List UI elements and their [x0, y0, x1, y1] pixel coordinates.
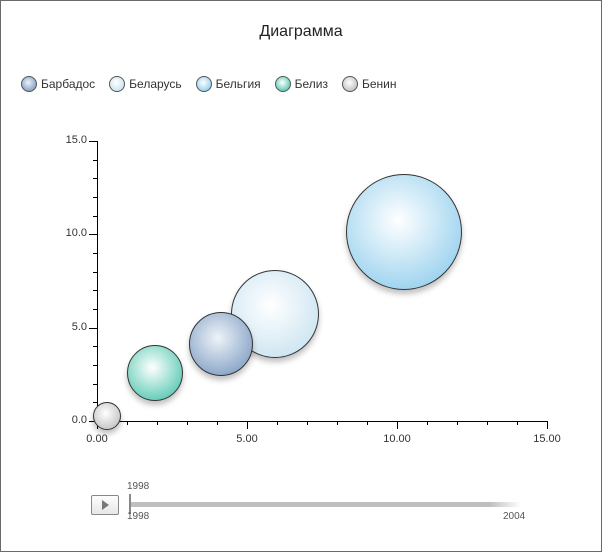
- x-tick-minor: [127, 421, 128, 425]
- x-tick-minor: [517, 421, 518, 425]
- legend-label: Бенин: [362, 77, 397, 91]
- legend-swatch: [275, 76, 291, 92]
- y-tick-minor: [93, 365, 97, 366]
- y-tick-minor: [93, 384, 97, 385]
- y-tick-minor: [93, 178, 97, 179]
- legend-label: Беларусь: [129, 77, 181, 91]
- x-tick-minor: [427, 421, 428, 425]
- y-tick-minor: [93, 290, 97, 291]
- timeline-end-label: 2004: [503, 511, 525, 522]
- legend-item[interactable]: Барбадос: [21, 76, 95, 92]
- play-icon: [102, 500, 109, 510]
- x-axis-label: 10.00: [382, 433, 412, 445]
- y-axis-label: 10.0: [57, 227, 87, 239]
- x-tick-major: [547, 421, 548, 429]
- y-tick-minor: [93, 197, 97, 198]
- legend: Барбадос Беларусь Бельгия Белиз Бенин: [21, 76, 397, 92]
- timeline: 1998 1998 2004: [91, 477, 531, 521]
- x-axis-line: [97, 421, 547, 422]
- x-tick-major: [247, 421, 248, 429]
- bubble[interactable]: [127, 345, 183, 401]
- legend-item[interactable]: Бельгия: [196, 76, 261, 92]
- x-tick-major: [397, 421, 398, 429]
- x-tick-minor: [337, 421, 338, 425]
- bubble[interactable]: [189, 312, 253, 376]
- timeline-current-label: 1998: [127, 481, 149, 492]
- bubble[interactable]: [93, 402, 121, 430]
- x-tick-minor: [367, 421, 368, 425]
- legend-item[interactable]: Беларусь: [109, 76, 181, 92]
- y-tick-major: [89, 141, 97, 142]
- legend-label: Бельгия: [216, 77, 261, 91]
- x-axis-label: 5.00: [232, 433, 262, 445]
- x-tick-minor: [487, 421, 488, 425]
- chart-title: Диаграмма: [1, 23, 601, 41]
- x-tick-minor: [157, 421, 158, 425]
- y-tick-major: [89, 328, 97, 329]
- y-tick-minor: [93, 216, 97, 217]
- legend-item[interactable]: Белиз: [275, 76, 328, 92]
- x-tick-minor: [307, 421, 308, 425]
- x-tick-minor: [277, 421, 278, 425]
- y-tick-minor: [93, 253, 97, 254]
- y-axis-label: 5.0: [57, 321, 87, 333]
- legend-item[interactable]: Бенин: [342, 76, 397, 92]
- y-tick-minor: [93, 309, 97, 310]
- legend-swatch: [109, 76, 125, 92]
- x-axis-label: 0.00: [82, 433, 112, 445]
- chart-frame: Диаграмма Барбадос Беларусь Бельгия Белиз Бе…: [0, 0, 602, 552]
- bubble[interactable]: [346, 174, 462, 290]
- legend-label: Белиз: [295, 77, 328, 91]
- x-axis-label: 15.00: [532, 433, 562, 445]
- x-tick-minor: [187, 421, 188, 425]
- y-tick-minor: [93, 272, 97, 273]
- timeline-track[interactable]: [129, 502, 521, 507]
- y-tick-minor: [93, 346, 97, 347]
- legend-label: Барбадос: [41, 77, 95, 91]
- timeline-start-label: 1998: [127, 511, 149, 522]
- y-tick-major: [89, 234, 97, 235]
- y-axis-label: 0.0: [57, 414, 87, 426]
- x-tick-minor: [217, 421, 218, 425]
- legend-swatch: [21, 76, 37, 92]
- legend-swatch: [196, 76, 212, 92]
- plot-area: 0.005.0010.0015.000.05.010.015.0: [97, 141, 547, 421]
- legend-swatch: [342, 76, 358, 92]
- play-button[interactable]: [91, 495, 119, 515]
- y-tick-minor: [93, 160, 97, 161]
- y-axis-label: 15.0: [57, 134, 87, 146]
- x-tick-minor: [457, 421, 458, 425]
- y-tick-minor: [93, 402, 97, 403]
- y-axis-line: [97, 141, 98, 421]
